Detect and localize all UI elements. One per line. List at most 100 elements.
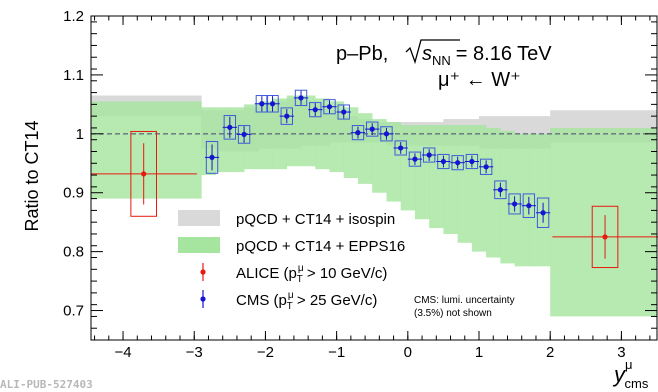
cms-point (483, 164, 489, 170)
cms-point (326, 104, 333, 110)
epps16-band-segment (386, 122, 401, 202)
cms-point (284, 113, 290, 119)
cms-point (440, 158, 447, 165)
legend-label-alice-sub: T (297, 274, 303, 285)
system-annotation: p–Pb, sNN = 8.16 TeV μ⁺ ← W⁺ (336, 39, 552, 91)
annotation-energy-sub: NN (432, 53, 451, 68)
cms-lumi-note-line2: (3.5%) not shown (414, 308, 492, 319)
theory-bands (91, 95, 657, 317)
y-tick-label: 0.9 (63, 185, 84, 202)
y-tick-label: 1.2 (63, 8, 84, 25)
legend-label-cms-text: CMS (p (236, 292, 287, 309)
legend: pQCD + CT14 + isospin pQCD + CT14 + EPPS… (178, 210, 515, 319)
epps16-band-segment (244, 104, 259, 170)
axis-ticks (91, 15, 657, 341)
epps16-band-segment (400, 124, 416, 211)
x-tick-label: −1 (328, 344, 345, 361)
epps16-band-segment (372, 119, 387, 193)
legend-label-cms-sub: T (287, 301, 293, 312)
cms-point (227, 124, 233, 130)
legend-label-alice-rest: > 10 GeV/c) (303, 265, 388, 282)
cms-point (455, 160, 461, 166)
annotation-energy-value: = 8.16 TeV (456, 43, 552, 65)
epps16-band-segment (215, 107, 231, 173)
cms-point (526, 203, 532, 209)
cms-point (426, 152, 432, 158)
cms-point (469, 158, 475, 165)
cms-point (512, 201, 518, 207)
alice-point (141, 171, 147, 177)
annotation-system: p–Pb, (336, 43, 388, 65)
x-axis-label-sup: μ (625, 357, 633, 372)
cms-point (259, 101, 265, 107)
cms-lumi-note-line1: CMS: lumi. uncertainty (414, 295, 515, 306)
x-tick-label: 1 (475, 344, 483, 361)
epps16-band-segment (357, 113, 373, 184)
cms-point (369, 126, 375, 132)
x-axis-label-main: y (612, 362, 627, 387)
legend-marker-cms (200, 290, 206, 308)
cms-point (241, 131, 247, 138)
epps16-band-segment (343, 107, 359, 178)
legend-label-alice: ALICE (pμ T > 10 GeV/c) (236, 263, 387, 285)
plot-frame (90, 15, 658, 341)
cms-point (398, 145, 404, 151)
epps16-band-segment (229, 107, 245, 173)
legend-label-isospin: pQCD + CT14 + isospin (236, 211, 395, 228)
cms-point (540, 210, 546, 216)
cms-point (341, 109, 347, 115)
epps16-band-segment (258, 101, 273, 170)
x-tick-label: −3 (186, 344, 203, 361)
y-axis-label: Ratio to CT14 (22, 120, 42, 231)
x-tick-label: 3 (617, 344, 625, 361)
x-tick-label: 0 (404, 344, 412, 361)
legend-label-alice-text: ALICE (p (236, 265, 297, 282)
legend-label-cms-rest: > 25 GeV/c) (293, 292, 378, 309)
epps16-band-segment (315, 98, 330, 170)
legend-swatch-isospin (178, 210, 220, 226)
cms-point (312, 107, 318, 113)
sqrt-sign (405, 39, 460, 65)
epps16-band-segment (528, 133, 551, 267)
alice-point (602, 234, 608, 240)
legend-swatch-epps (178, 237, 220, 253)
axis-tick-labels: −4 −3 −2 −1 0 1 2 3 0.7 0.8 0.9 1 1.1 1.2 (63, 8, 625, 361)
cms-point (269, 101, 276, 107)
annotation-energy-symbol: s (422, 43, 432, 65)
epps16-band-segment (471, 124, 487, 252)
annotation-process: μ⁺ ← W⁺ (438, 69, 521, 91)
y-tick-label: 0.7 (63, 303, 84, 320)
epps16-band-segment (500, 130, 515, 264)
epps16-band-segment (486, 127, 501, 258)
svg-text:sNN= 8.16 TeV: sNN = 8.16 TeV (422, 43, 552, 68)
x-tick-label: 2 (546, 344, 554, 361)
legend-label-cms: CMS (pμ T > 25 GeV/c) (236, 290, 377, 312)
y-tick-label: 1 (76, 126, 84, 143)
x-axis-label-sub: cms (625, 376, 649, 391)
epps16-band-segment (514, 133, 530, 267)
svg-text:p–Pb,: p–Pb, (336, 43, 388, 65)
cms-point (412, 156, 418, 162)
epps16-band-segment (457, 124, 473, 243)
epps16-band-segment (286, 95, 302, 167)
cms-point (209, 154, 215, 160)
x-axis-label: yμ cms (612, 357, 649, 391)
x-tick-label: −2 (257, 344, 274, 361)
y-tick-label: 1.1 (63, 67, 84, 84)
cms-point (383, 131, 390, 137)
legend-label-alice-sup: μ (298, 263, 304, 274)
epps16-band-segment (414, 124, 430, 220)
y-tick-label: 0.8 (63, 244, 84, 261)
epps16-band-segment (443, 124, 458, 234)
legend-label-cms-sup: μ (288, 290, 294, 301)
legend-label-epps: pQCD + CT14 + EPPS16 (236, 238, 405, 255)
epps16-band-segment (91, 101, 202, 199)
x-tick-label: −4 (114, 344, 131, 361)
cms-point (497, 187, 503, 193)
publication-reference: ALI-PUB-527403 (0, 378, 93, 391)
cms-point (355, 130, 361, 136)
epps16-band-segment (429, 124, 444, 229)
epps16-band-segment (301, 95, 316, 167)
legend-marker-alice (200, 263, 206, 281)
